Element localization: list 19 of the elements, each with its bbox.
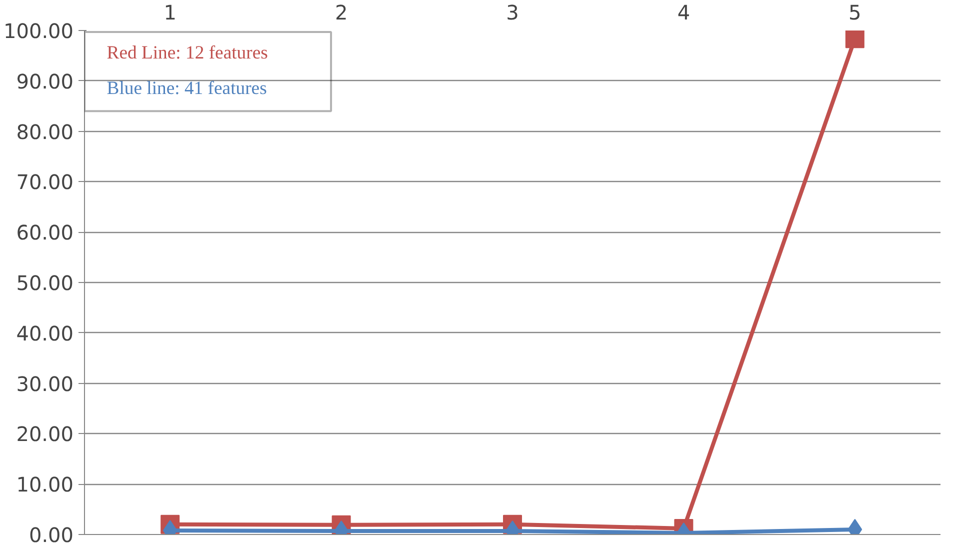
text: Red Line: 12 features [106,42,268,64]
y-tick-label: 60.00 [16,220,74,245]
y-tick-label: 10.00 [16,472,74,497]
y-tick-label: 100.00 [4,19,74,43]
x-tick-label: 5 [848,0,862,24]
x-tick-label: 4 [677,0,690,24]
x-tick-label: 2 [334,0,348,24]
y-tick-label: 80.00 [16,120,74,144]
y-tick-label: 40.00 [16,321,74,346]
y-tick-label: 50.00 [16,271,74,295]
y-tick-label: 0.00 [28,523,74,547]
y-tick-label: 20.00 [16,422,74,446]
text: Blue line: 41 features [106,78,267,99]
x-tick-label: 3 [506,0,519,24]
y-tick-label: 90.00 [16,69,74,94]
y-tick-label: 70.00 [16,170,74,194]
y-tick-label: 30.00 [16,372,74,396]
x-tick-label: 1 [164,0,176,24]
point [845,30,864,48]
